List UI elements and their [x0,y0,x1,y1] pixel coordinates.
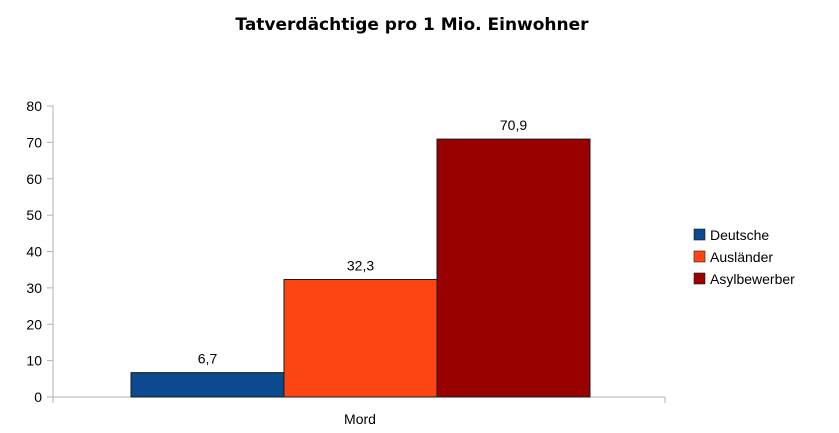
y-tick-label: 30 [26,280,42,296]
legend: Deutsche Ausländer Asylbewerber [693,227,795,287]
legend-label: Ausländer [710,249,773,265]
y-tick-label: 10 [26,353,42,369]
bar-deutsche [130,372,285,398]
legend-label: Asylbewerber [710,271,795,287]
y-ticks: 0 10 20 30 40 50 60 70 80 [26,98,53,405]
bar-asylbewerber [436,138,591,398]
y-tick-label: 50 [26,207,42,223]
y-tick-label: 20 [26,316,42,332]
y-tick-label: 40 [26,244,42,260]
data-label: 70,9 [500,117,527,133]
chart-title: Tatverdächtige pro 1 Mio. Einwohner [235,15,589,35]
x-axis [52,396,666,403]
x-tick-label: Mord [344,411,376,427]
legend-swatch [693,250,706,263]
bar-ausländer [283,279,438,398]
y-tick-label: 60 [26,171,42,187]
bars [130,138,591,398]
legend-swatch [693,272,706,285]
legend-swatch [693,228,706,241]
y-tick-label: 0 [34,389,42,405]
y-tick-label: 80 [26,98,42,114]
data-label: 32,3 [347,258,374,274]
legend-label: Deutsche [710,227,769,243]
data-label: 6,7 [198,351,218,367]
y-tick-label: 70 [26,134,42,150]
data-labels: 6,7 32,3 70,9 [198,117,528,367]
